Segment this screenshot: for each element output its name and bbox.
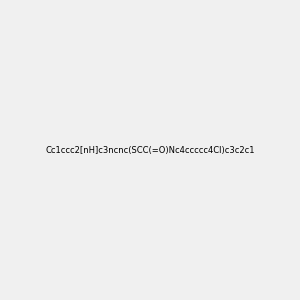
Text: Cc1ccc2[nH]c3ncnc(SCC(=O)Nc4ccccc4Cl)c3c2c1: Cc1ccc2[nH]c3ncnc(SCC(=O)Nc4ccccc4Cl)c3c… <box>45 146 255 154</box>
